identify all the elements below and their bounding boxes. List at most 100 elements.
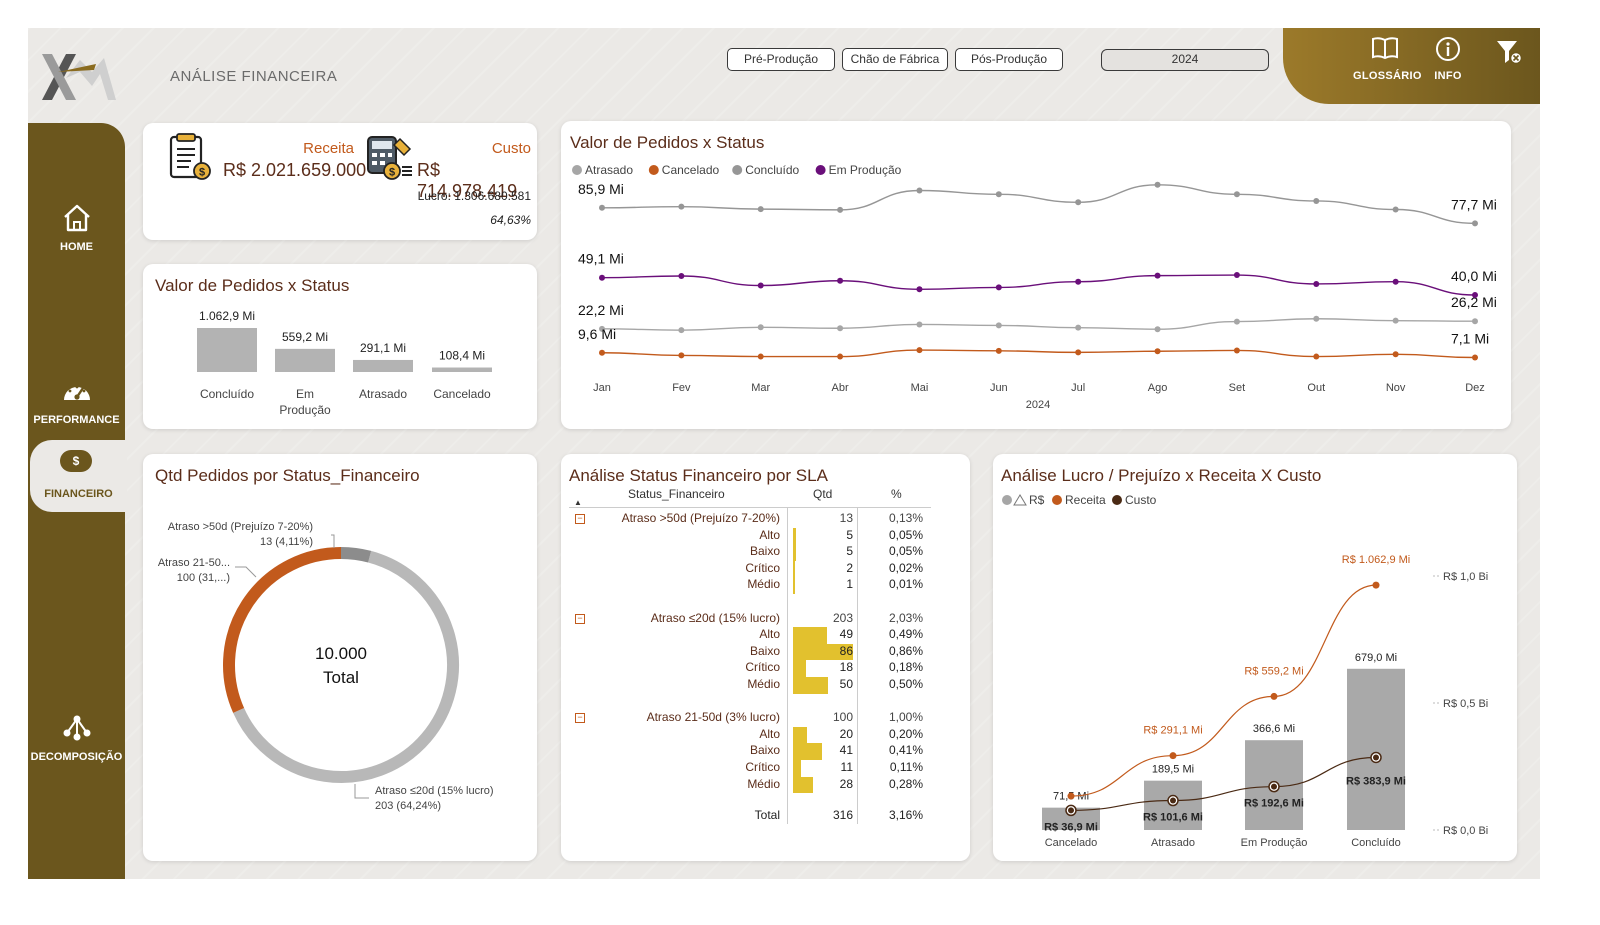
- info-button[interactable]: INFO: [1423, 36, 1473, 82]
- line-2: [601, 184, 1476, 225]
- line-1: [601, 349, 1476, 359]
- legend-label-2: Custo: [1125, 493, 1157, 507]
- legend-label-0: R$: [1029, 493, 1045, 507]
- filter-chao-fabrica-button[interactable]: Chão de Fábrica: [842, 48, 948, 71]
- donut-slice-0: [233, 550, 459, 783]
- x-category-2: Em Produção: [1241, 837, 1308, 849]
- row-pct-1-3: 0,50%: [888, 677, 923, 691]
- profit-bar-3: [1347, 668, 1405, 830]
- row-qtd-2-1: 41: [839, 743, 853, 758]
- x-tick-5: Jun: [990, 382, 1008, 394]
- info-label: INFO: [1434, 70, 1462, 82]
- total-label: Total: [754, 807, 780, 822]
- header-qtd[interactable]: Qtd: [813, 487, 833, 501]
- point-3-4: [916, 286, 923, 293]
- row-bar-1-2: [793, 660, 806, 677]
- svg-text:$: $: [199, 167, 205, 179]
- row-name-1-3: Médio: [747, 677, 780, 691]
- point-1-11: [1472, 354, 1478, 361]
- y-tick-2: R$ 1,0 Bi: [1443, 571, 1488, 583]
- donut-center-label: Total: [323, 668, 359, 687]
- point-0-5: [995, 322, 1002, 329]
- x-tick-7: Ago: [1148, 382, 1168, 394]
- donut-title: Qtd Pedidos por Status_Financeiro: [155, 466, 420, 485]
- margin-value: 64,63%: [490, 213, 531, 227]
- x-tick-1: Fev: [672, 382, 691, 394]
- profit-bar-label-2: 366,6 Mi: [1253, 723, 1295, 735]
- nav-financeiro[interactable]: $ FINANCEIRO: [30, 440, 127, 512]
- bar-category-3: Cancelado: [433, 387, 491, 401]
- row-name-0-1: Baixo: [749, 544, 780, 559]
- point-0-3: [837, 325, 844, 332]
- point-1-10: [1392, 351, 1399, 358]
- point-0-2: [757, 324, 764, 331]
- point-3-3: [837, 277, 844, 284]
- donut-card: Qtd Pedidos por Status_Financeiro 10.000…: [143, 454, 537, 861]
- legend-dot-3: [815, 165, 826, 175]
- custo-label-3: R$ 383,9 Mi: [1346, 775, 1406, 787]
- dashboard: ANÁLISE FINANCEIRA Pré-Produção Chão de …: [28, 28, 1540, 879]
- row-name-1-0: Alto: [759, 627, 780, 642]
- x-tick-11: Dez: [1465, 382, 1485, 394]
- lucro-chart: R$ Receita Custo R$ 0,0 Bi R$ 0,5 Bi R$ 1,0 B…: [1002, 493, 1488, 849]
- legend-dot-2: [1112, 495, 1122, 505]
- x-tick-9: Out: [1307, 382, 1325, 394]
- point-3-10: [1392, 278, 1399, 285]
- point-2-1: [678, 203, 685, 210]
- collapse-toggle-0[interactable]: −: [575, 514, 585, 524]
- callout-label-0: Atraso ≤20d (15% lucro): [375, 785, 494, 797]
- point-1-6: [1075, 349, 1082, 356]
- group-name-1: Atraso ≤20d (15% lucro): [650, 610, 780, 625]
- clear-filter-icon[interactable]: [1495, 38, 1523, 66]
- row-name-1-2: Crítico: [745, 660, 780, 675]
- status-bar-title: Valor de Pedidos x Status: [155, 276, 350, 295]
- point-2-5: [995, 191, 1002, 198]
- legend-label-0: Atrasado: [585, 163, 633, 177]
- start-label-1: 9,6 Mi: [578, 326, 616, 342]
- point-1-5: [995, 347, 1002, 354]
- point-1-7: [1154, 348, 1161, 355]
- svg-text:$: $: [389, 167, 395, 179]
- callout-label-1: Atraso 21-50...: [158, 557, 230, 569]
- x-category-0: Cancelado: [1045, 837, 1098, 849]
- point-3-9: [1313, 280, 1320, 287]
- nav-performance-label: PERFORMANCE: [33, 414, 120, 426]
- legend-dot-1: [648, 165, 659, 175]
- row-bar-0-1: [793, 544, 797, 561]
- nav-decomposicao[interactable]: DECOMPOSIÇÃO: [28, 713, 125, 763]
- row-qtd-1-1: 86: [839, 643, 853, 658]
- row-bar-0-3: [793, 577, 795, 594]
- lucro-card: Análise Lucro / Prejuízo x Receita X Cus…: [993, 454, 1517, 861]
- group-qtd-2: 100: [832, 710, 853, 725]
- receita-point-3: [1372, 581, 1380, 589]
- decomposition-tree-icon: [63, 715, 90, 741]
- filter-pos-producao-button[interactable]: Pós-Produção: [955, 48, 1063, 71]
- profit-bar-label-3: 679,0 Mi: [1355, 652, 1397, 664]
- legend-label-3: Em Produção: [829, 163, 902, 177]
- book-icon: [1372, 37, 1398, 60]
- point-2-8: [1233, 191, 1240, 198]
- header-status[interactable]: Status_Financeiro: [628, 487, 725, 501]
- point-2-10: [1392, 206, 1399, 213]
- nav-performance[interactable]: PERFORMANCE: [28, 378, 125, 426]
- group-pct-1: 2,03%: [888, 610, 923, 625]
- point-0-0: [599, 325, 605, 332]
- nav-home[interactable]: HOME: [28, 203, 125, 253]
- bar-category-2: Atrasado: [359, 387, 407, 401]
- filter-pre-producao-button[interactable]: Pré-Produção: [727, 48, 835, 71]
- sort-asc-icon[interactable]: ▲: [574, 498, 582, 507]
- nav-decomposicao-label: DECOMPOSIÇÃO: [30, 751, 123, 763]
- invoice-icon: $: [169, 133, 211, 180]
- header-pct[interactable]: %: [891, 487, 902, 501]
- row-bar-2-0: [793, 726, 807, 744]
- point-3-5: [995, 284, 1002, 291]
- collapse-toggle-2[interactable]: −: [575, 713, 585, 724]
- total-qtd: 316: [832, 807, 853, 822]
- dollar-icon: $: [60, 450, 92, 472]
- callout-label-2: Atraso >50d (Prejuízo 7-20%): [168, 521, 313, 533]
- year-slicer[interactable]: 2024: [1101, 49, 1269, 71]
- receita-label-3: R$ 1.062,9 Mi: [1342, 554, 1410, 566]
- glossary-button[interactable]: GLOSSÁRIO: [1353, 36, 1421, 82]
- end-label-3: 40,0 Mi: [1451, 268, 1497, 284]
- collapse-toggle-1[interactable]: −: [575, 613, 585, 624]
